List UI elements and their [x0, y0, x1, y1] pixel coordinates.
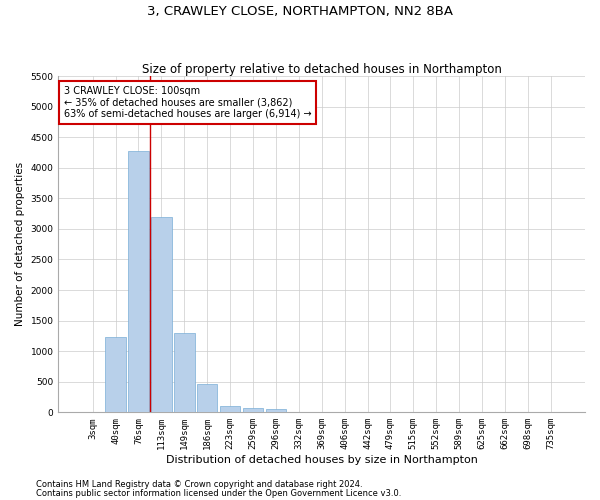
Bar [128, 150, 149, 412]
Bar [266, 410, 286, 412]
Bar [174, 333, 194, 412]
Bar [151, 216, 172, 412]
X-axis label: Distribution of detached houses by size in Northampton: Distribution of detached houses by size … [166, 455, 478, 465]
Bar [220, 406, 241, 412]
Bar [242, 408, 263, 412]
Bar [105, 337, 126, 412]
Y-axis label: Number of detached properties: Number of detached properties [15, 162, 25, 326]
Title: Size of property relative to detached houses in Northampton: Size of property relative to detached ho… [142, 63, 502, 76]
Bar [197, 384, 217, 412]
Text: 3, CRAWLEY CLOSE, NORTHAMPTON, NN2 8BA: 3, CRAWLEY CLOSE, NORTHAMPTON, NN2 8BA [147, 5, 453, 18]
Text: Contains HM Land Registry data © Crown copyright and database right 2024.: Contains HM Land Registry data © Crown c… [36, 480, 362, 489]
Text: 3 CRAWLEY CLOSE: 100sqm
← 35% of detached houses are smaller (3,862)
63% of semi: 3 CRAWLEY CLOSE: 100sqm ← 35% of detache… [64, 86, 311, 120]
Text: Contains public sector information licensed under the Open Government Licence v3: Contains public sector information licen… [36, 488, 401, 498]
